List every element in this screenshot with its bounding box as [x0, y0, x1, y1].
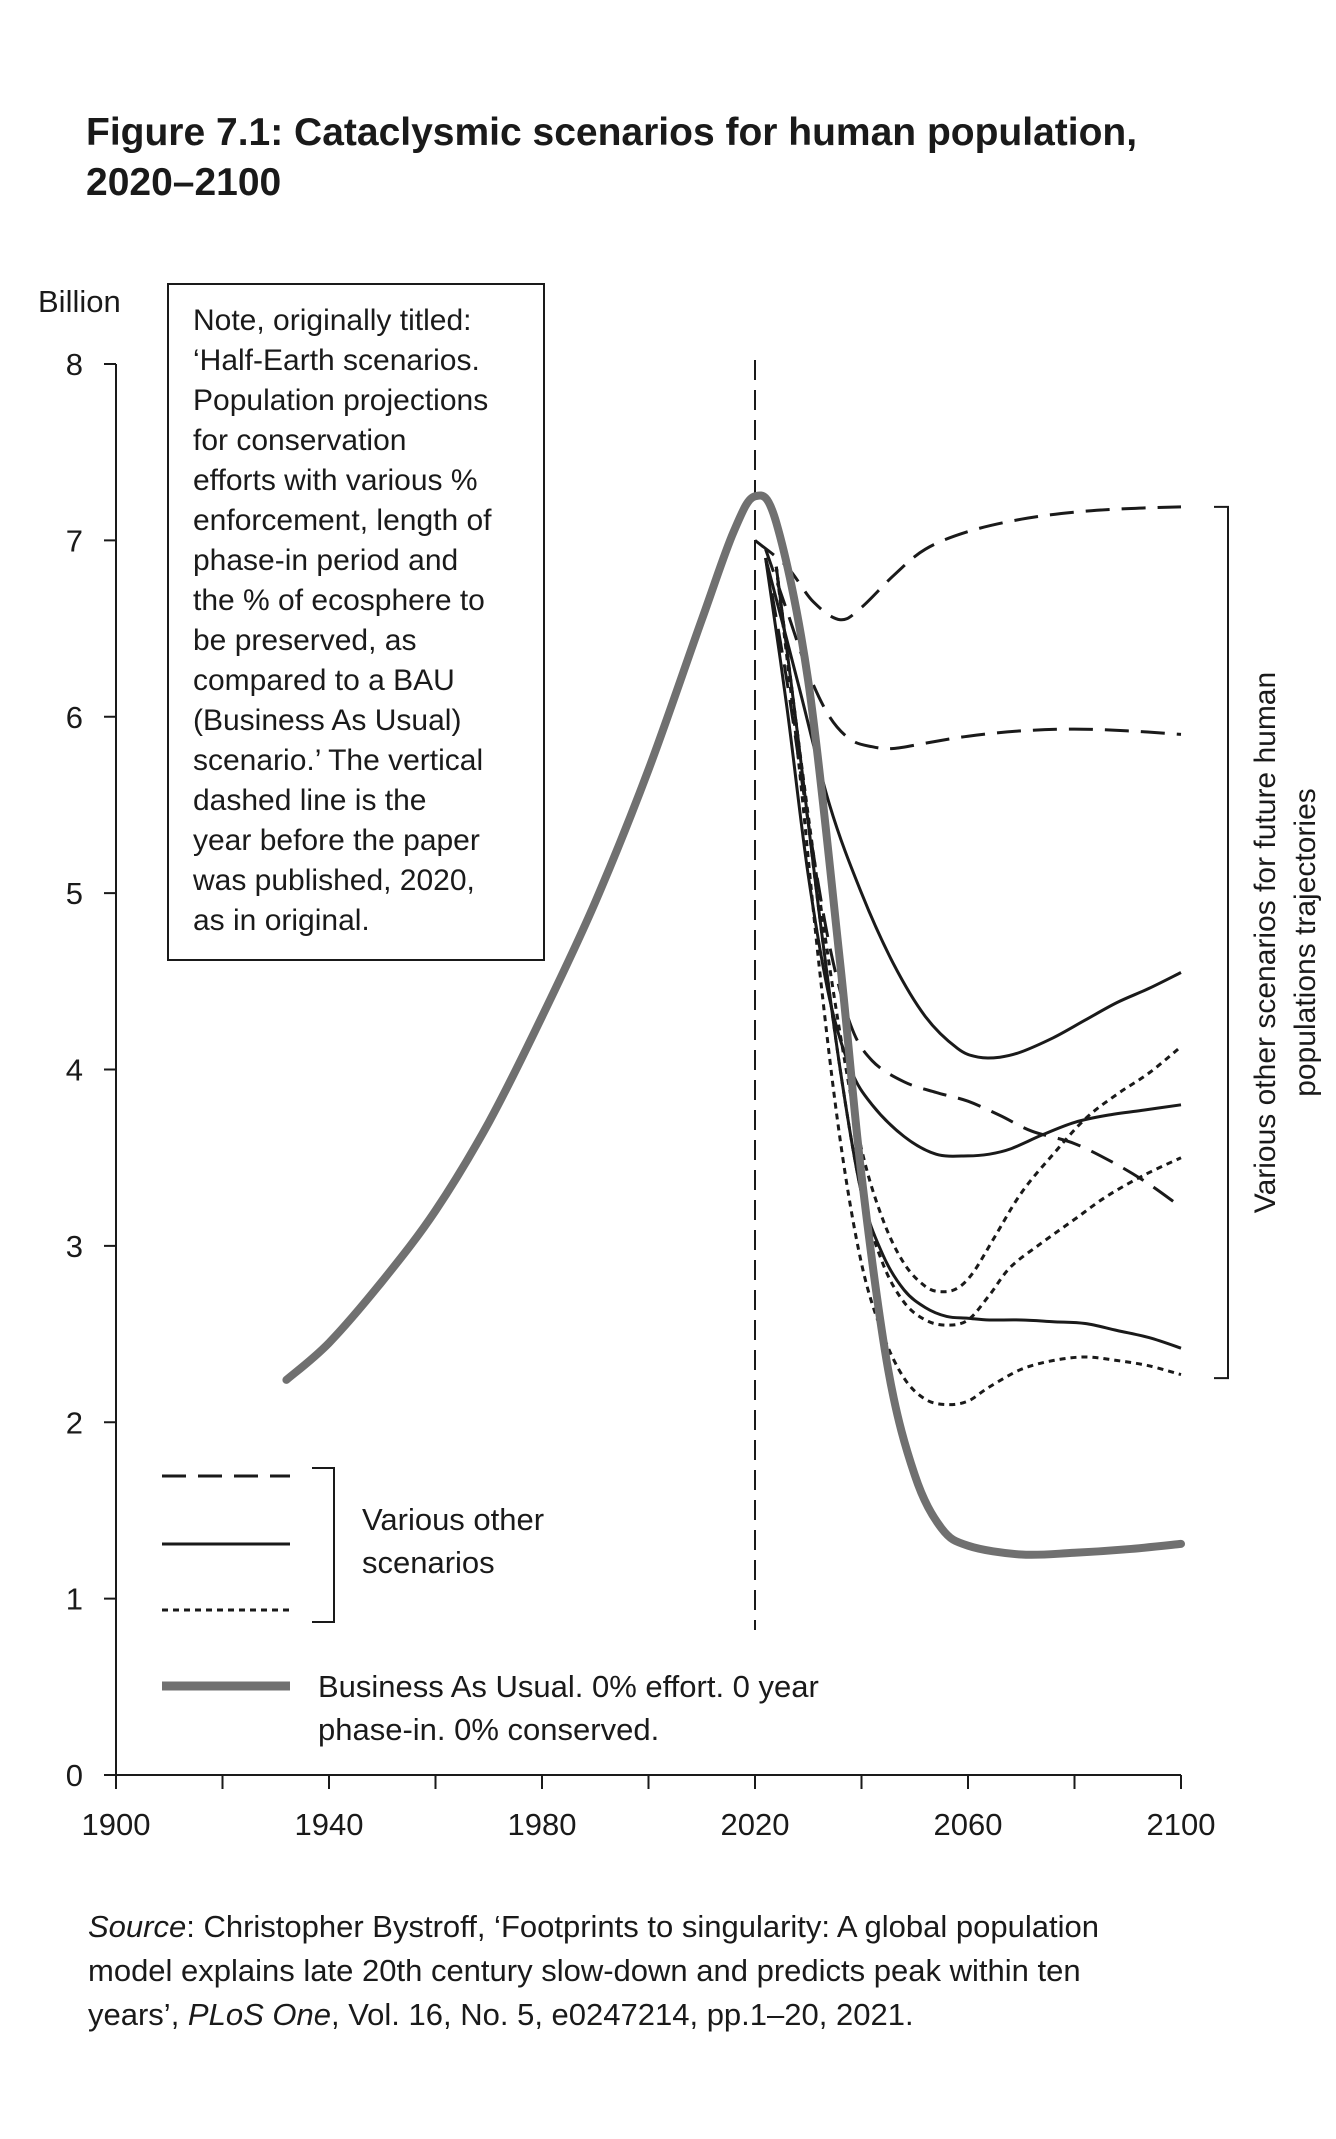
- source-text-3a: years’,: [88, 1997, 188, 2032]
- source-text-1: : Christopher Bystroff, ‘Footprints to s…: [186, 1909, 1099, 1944]
- note-text-line: Note, originally titled:: [193, 304, 471, 337]
- note-text-line: phase-in period and: [193, 544, 458, 577]
- x-tick-label: 1980: [508, 1807, 577, 1842]
- note-text-line: Population projections: [193, 384, 488, 417]
- source-journal: PLoS One: [187, 1997, 331, 2032]
- note-text-line: be preserved, as: [193, 624, 416, 657]
- series-line-bau: [282, 491, 1185, 1559]
- source-line-1: Source: Christopher Bystroff, ‘Footprint…: [88, 1905, 1288, 1949]
- source-line-3: years’, PLoS One, Vol. 16, No. 5, e02472…: [88, 1993, 1288, 2037]
- note-box: [167, 283, 545, 961]
- y-tick-label: 7: [66, 523, 83, 558]
- right-bracket-label-line-2: populations trajectories: [1289, 788, 1322, 1097]
- population-chart: Billion 0 1 2 3 4 5 6 7 8 1900 1940 1980 2020 2060 2100…: [38, 283, 1322, 1842]
- right-bracket: [1214, 505, 1229, 1380]
- legend-bau-label-line-2: phase-in. 0% conserved.: [318, 1712, 659, 1747]
- y-tick-label: 8: [66, 347, 83, 382]
- figure-title-line-1: Figure 7.1: Cataclysmic scenarios for hu…: [86, 111, 1138, 154]
- note-text-line: the % of ecosphere to: [193, 584, 485, 617]
- y-tick-label: 0: [66, 1758, 83, 1793]
- x-tick-label: 1940: [295, 1807, 364, 1842]
- source-citation: Source: Christopher Bystroff, ‘Footprint…: [88, 1905, 1288, 2037]
- note-text-line: for conservation: [193, 424, 406, 457]
- series-line-scenario-solid: [774, 566, 1182, 1350]
- legend-group-label-line-1: Various other: [362, 1502, 544, 1537]
- x-tick-label: 2100: [1147, 1807, 1216, 1842]
- source-label: Source: [88, 1909, 187, 1944]
- series-line-scenario-dashed: [754, 505, 1182, 622]
- series-lines: [282, 491, 1185, 1559]
- note-text-line: efforts with various %: [193, 464, 478, 497]
- figure-title-line-2: 2020–2100: [86, 161, 282, 204]
- y-tick-label: 4: [66, 1053, 83, 1088]
- legend-bracket: [312, 1467, 335, 1623]
- source-line-2: model explains late 20th century slow-do…: [88, 1953, 1081, 1988]
- series-line-scenario-dashed: [764, 548, 1182, 751]
- note-text-line: as in original.: [193, 904, 370, 937]
- x-tick-label: 2060: [934, 1807, 1003, 1842]
- y-tick-label: 5: [66, 876, 83, 911]
- note-text-line: ‘Half-Earth scenarios.: [193, 344, 480, 377]
- note-text-line: dashed line is the: [193, 784, 427, 817]
- y-tick-label: 6: [66, 700, 83, 735]
- series-line-scenario-dotted: [774, 566, 1182, 1407]
- right-bracket-label-line-1: Various other scenarios for future human: [1249, 672, 1282, 1213]
- source-text-3b: , Vol. 16, No. 5, e0247214, pp.1–20, 202…: [330, 1997, 914, 2032]
- series-line-scenario-solid: [764, 557, 1182, 1158]
- y-tick-label: 1: [66, 1582, 83, 1617]
- legend-bau-label-line-1: Business As Usual. 0% effort. 0 year: [318, 1669, 819, 1704]
- note-text-line: enforcement, length of: [193, 504, 492, 537]
- figure-title: Figure 7.1: Cataclysmic scenarios for hu…: [86, 108, 1286, 208]
- chart-axes: Billion 0 1 2 3 4 5 6 7 8 1900 1940 1980 2020 2060 2100: [38, 284, 1215, 1842]
- x-tick-label: 1900: [82, 1807, 151, 1842]
- note-text-line: was published, 2020,: [192, 864, 475, 897]
- note-text-line: compared to a BAU: [193, 664, 455, 697]
- y-tick-label: 2: [66, 1405, 83, 1440]
- legend-group-label-line-2: scenarios: [362, 1545, 495, 1580]
- x-tick-label: 2020: [721, 1807, 790, 1842]
- note-text-line: (Business As Usual): [193, 704, 461, 737]
- note-text-line: scenario.’ The vertical: [193, 744, 483, 777]
- chart-annotations: Note, originally titled: ‘Half-Earth scen…: [162, 283, 1322, 1747]
- y-axis-label: Billion: [38, 284, 121, 319]
- series-line-scenario-dotted: [774, 566, 1182, 1294]
- note-text-line: year before the paper: [193, 824, 480, 857]
- y-tick-label: 3: [66, 1229, 83, 1264]
